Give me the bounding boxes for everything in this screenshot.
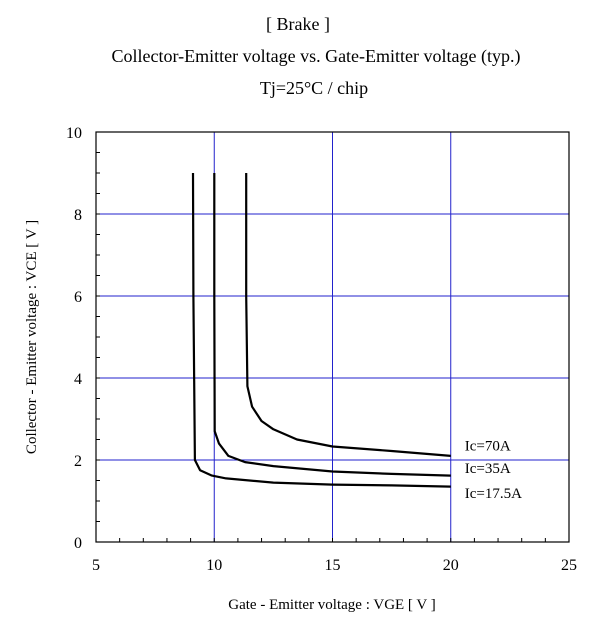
chart-condition: Tj=25°C / chip — [260, 78, 368, 98]
series-line-0 — [245, 173, 451, 457]
y-tick-label-2: 4 — [74, 371, 82, 388]
x-tick-label-1: 10 — [206, 557, 222, 574]
minor-ticks — [95, 131, 570, 543]
chart-subtitle: Collector-Emitter voltage vs. Gate-Emitt… — [111, 46, 520, 67]
series-lines — [191, 172, 451, 488]
y-tick-label-5: 10 — [66, 125, 82, 142]
y-tick-label-3: 6 — [74, 289, 82, 306]
series-label-2: Ic=17.5A — [465, 486, 522, 502]
y-axis-label: Collector - Emitter voltage : VCE [ V ] — [24, 220, 40, 454]
grid — [96, 132, 569, 542]
y-tick-label-1: 2 — [74, 453, 82, 470]
x-tick-label-2: 15 — [325, 557, 341, 574]
series-labels: Ic=70A Ic=35A Ic=17.5A — [465, 439, 522, 502]
plot-frame — [95, 131, 570, 543]
series-label-1: Ic=35A — [465, 461, 511, 477]
chart-title: [ Brake ] — [266, 14, 330, 34]
x-tick-label-4: 25 — [561, 557, 577, 574]
tick-labels: 5 10 15 20 25 0 2 4 6 8 10 — [66, 125, 577, 574]
x-tick-label-0: 5 — [92, 557, 100, 574]
series-label-0: Ic=70A — [465, 439, 511, 455]
series-line-1 — [213, 173, 451, 477]
y-tick-label-4: 8 — [74, 207, 82, 224]
y-tick-label-0: 0 — [74, 535, 82, 552]
x-tick-label-3: 20 — [443, 557, 459, 574]
series-line-2 — [191, 172, 451, 488]
x-axis-label: Gate - Emitter voltage : VGE [ V ] — [228, 597, 435, 613]
